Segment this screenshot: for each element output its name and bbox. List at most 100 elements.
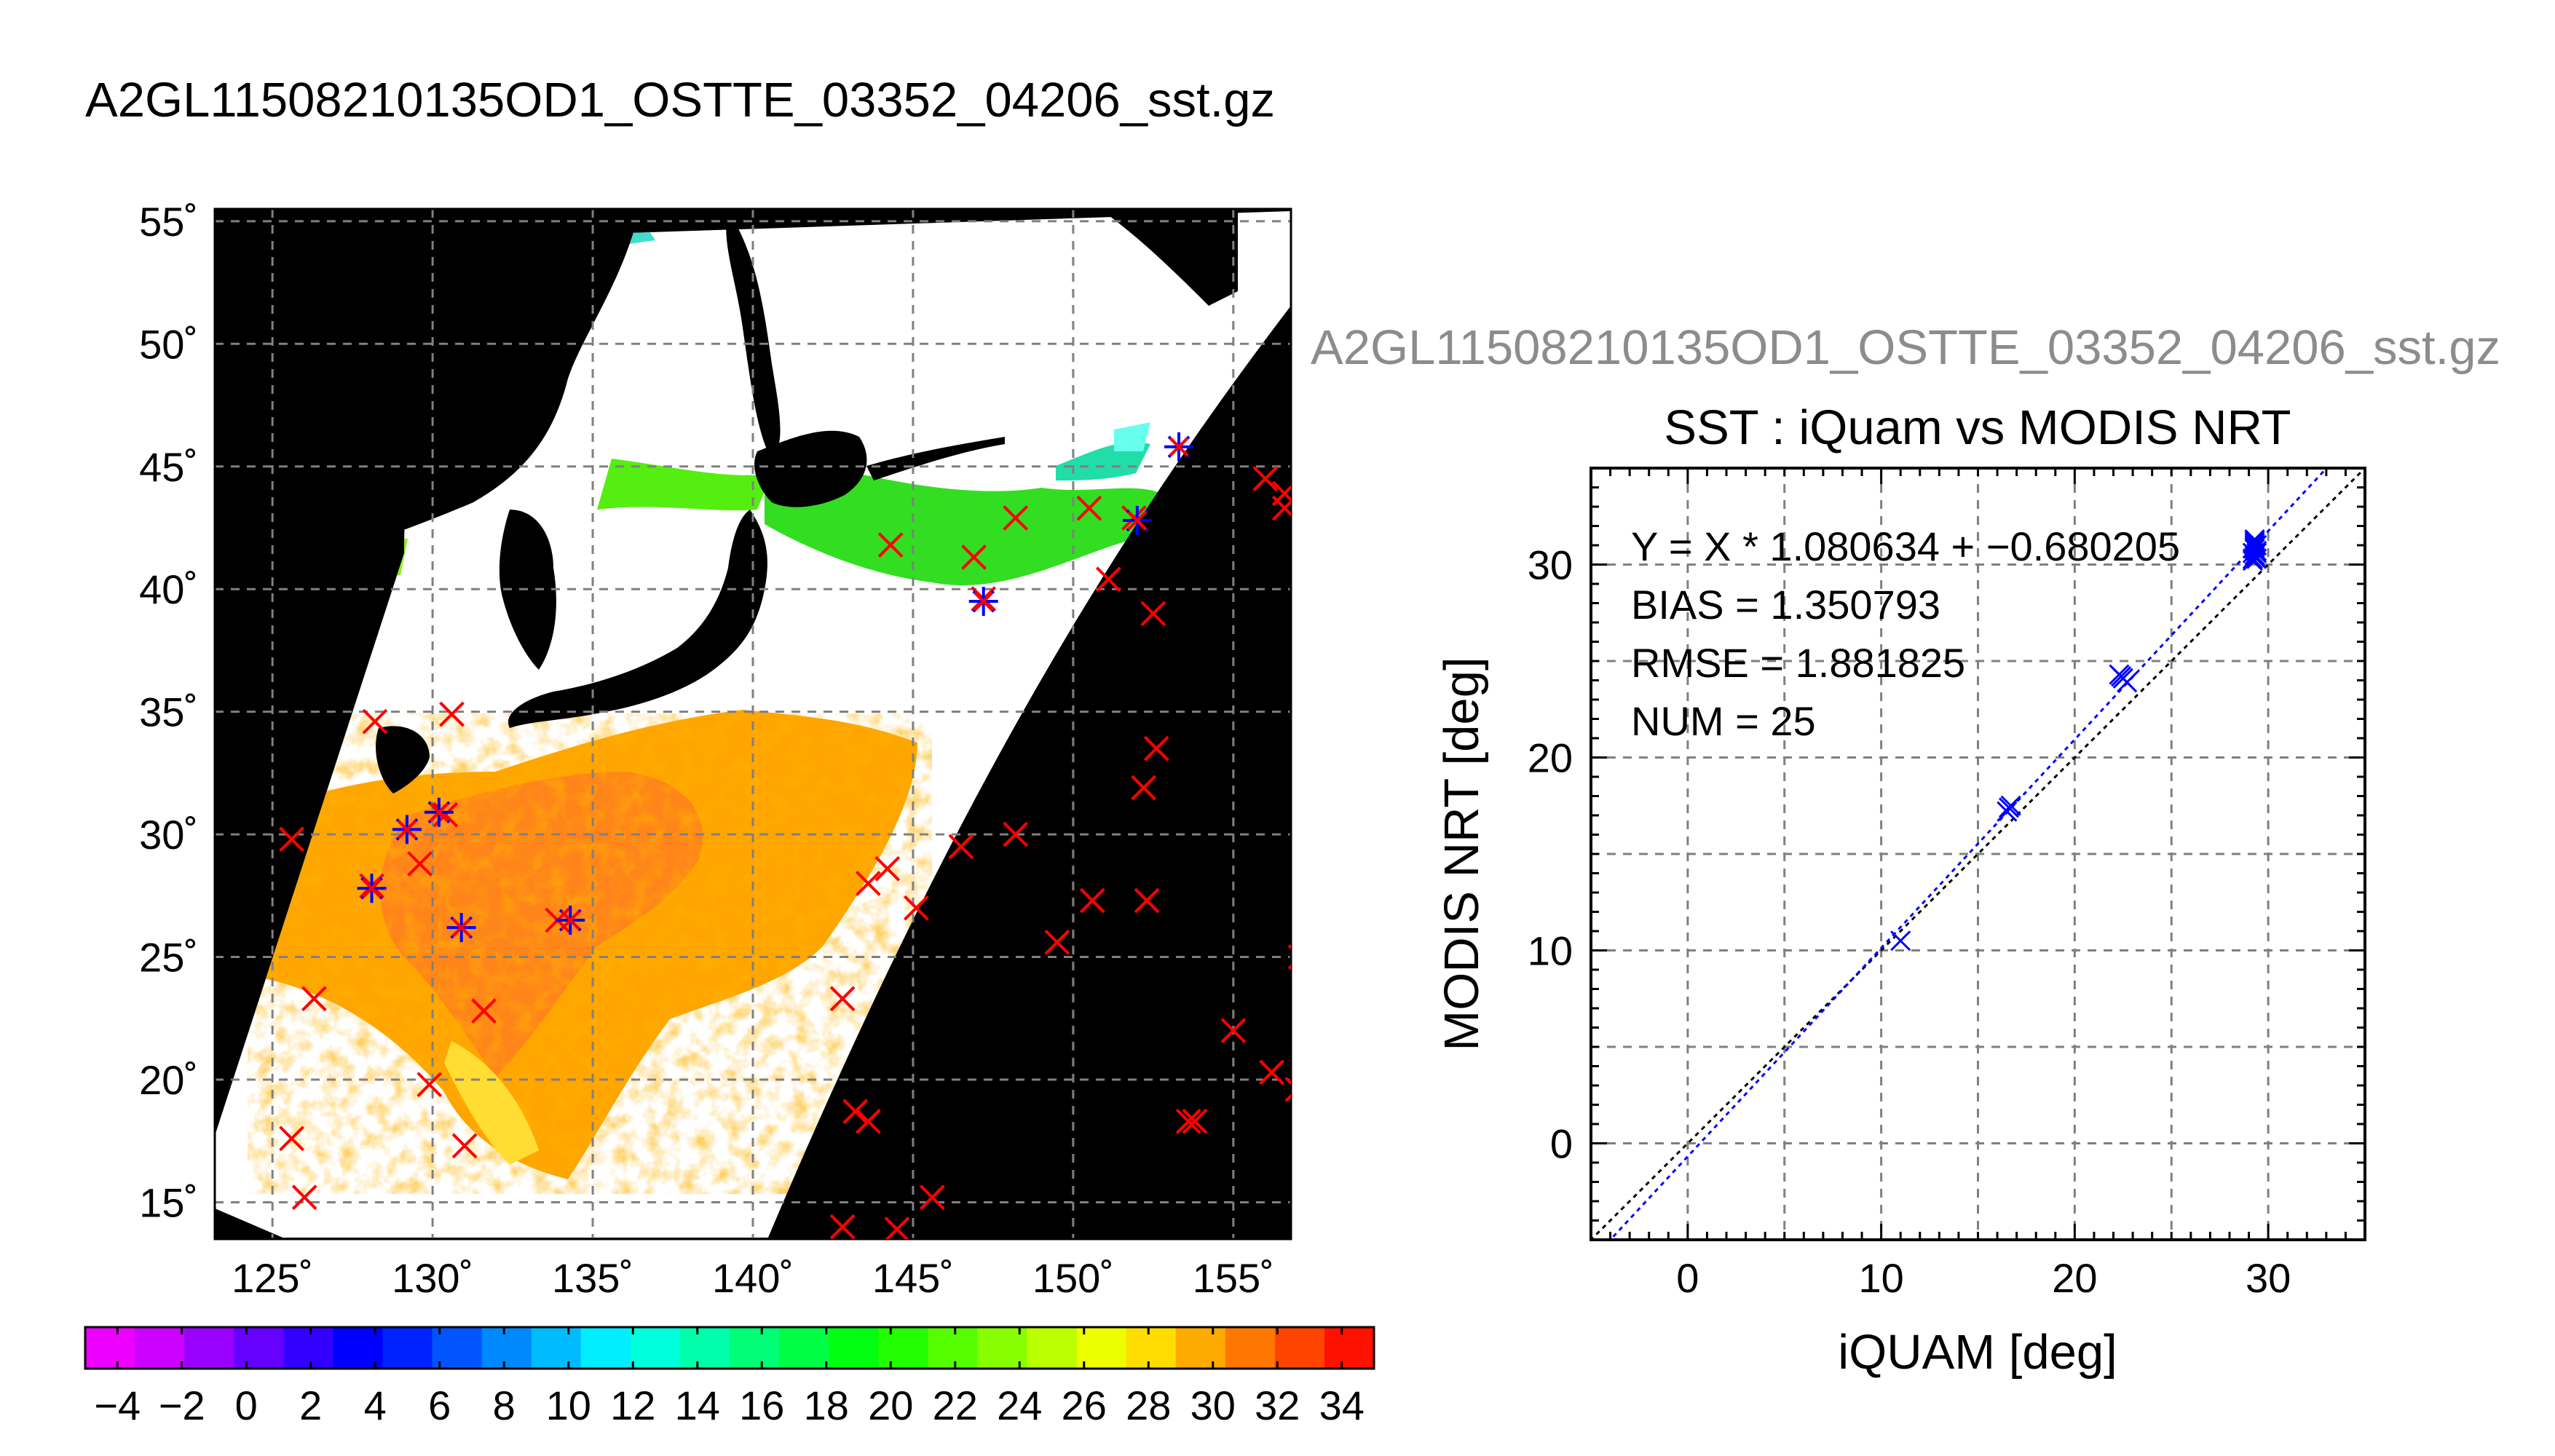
land-kyushu [376,726,430,794]
scatter-x-tick-label: 10 [1858,1255,1903,1301]
colorbar-tick-marks [116,1327,1343,1369]
bias-label: BIAS = 1.350793 [1631,582,1940,628]
colorbar-tick-label: 6 [428,1382,451,1428]
sst-region-green-west [597,459,772,511]
lon-tick-label: 145˚ [872,1255,954,1301]
lat-tick-label: 30˚ [139,812,198,858]
scatter-point [1890,930,1911,951]
red-x-marker [416,1072,443,1098]
colorbar-swatches [85,1327,1375,1369]
colorbar-swatch [1027,1327,1078,1369]
colorbar-tick-label: 32 [1255,1382,1300,1428]
red-x-marker [884,1216,910,1239]
red-x-marker [1287,944,1291,970]
colorbar-tick-label: 28 [1126,1382,1171,1428]
scatter-x-tick-label: 20 [2052,1255,2097,1301]
red-x-marker [829,986,856,1012]
sst-region-cyan-small [1114,422,1150,451]
red-x-marker [1284,1077,1291,1102]
scatter-gridlines [1591,468,2365,1240]
colorbar-swatch [85,1327,136,1369]
red-x-marker [855,1108,881,1134]
colorbar-tick-label: 10 [546,1382,591,1428]
red-x-marker [1220,1018,1247,1044]
red-x-marker [1252,466,1279,492]
lat-tick-label: 35˚ [139,689,198,735]
red-x-marker [451,917,472,938]
sst-region-green-north [765,451,1165,586]
red-x-marker [1134,887,1160,914]
red-x-marker [1169,437,1189,457]
colorbar-swatch [630,1327,681,1369]
x-axis-label: iQUAM [deg] [1838,1325,2117,1380]
scatter-points [1890,529,2267,951]
colorbar-tick-label: 24 [997,1382,1042,1428]
red-x-marker [1182,1108,1208,1134]
colorbar-swatch [531,1327,582,1369]
regression-equation: Y = X * 1.080634 + −0.680205 [1631,523,2180,569]
scatter-point [2242,542,2263,563]
sst-region-cyan-north [1056,442,1150,480]
red-x-marker [919,1184,945,1211]
scatter-y-tick-label: 10 [1528,928,1573,974]
colorbar-swatch [580,1327,631,1369]
map-gridlines [215,209,1291,1239]
red-x-marker [874,855,901,882]
scatter-tick-labels: 0 0 10 10 20 20 30 30 [1528,542,2291,1302]
map-frame [213,207,1292,1241]
red-x-marker [948,834,974,860]
colorbar-swatch [1175,1327,1226,1369]
scatter-title: SST : iQuam vs MODIS NRT [1664,400,2291,455]
red-x-marker [451,1133,478,1159]
figure-title: A2GL11508210135OD1_OSTTE_03352_04206_sst… [85,73,1275,127]
map-tick-labels: 125˚ 130˚ 135˚ 140˚ 145˚ 150˚ 155˚ 55˚ 50˚ 45˚ 40˚… [139,199,1274,1301]
lon-tick-label: 130˚ [392,1255,473,1301]
scatter-y-tick-label: 30 [1528,542,1573,588]
scatter-y-tick-label: 20 [1528,735,1573,781]
colorbar-swatch [1324,1327,1375,1369]
regression-fit-line [1608,468,2329,1240]
red-x-marker [362,708,388,735]
lat-tick-label: 25˚ [139,935,198,981]
scatter-point [1998,797,2020,818]
colorbar-tick-label: −4 [94,1382,141,1428]
red-x-marker [1140,601,1166,627]
colorbar-tick-label: 30 [1190,1382,1236,1428]
lat-tick-label: 20˚ [139,1057,198,1103]
colorbar-tick-label: 14 [675,1382,720,1428]
colorbar-tick-label: 2 [299,1382,322,1428]
red-x-marker [279,826,304,852]
red-x-marker [471,998,497,1024]
red-x-marker [291,1184,317,1211]
lon-tick-label: 135˚ [552,1255,633,1301]
red-x-marker [560,910,580,930]
num-label: NUM = 25 [1631,698,1816,744]
sst-speckle-texture [248,713,932,1194]
lat-tick-label: 15˚ [139,1179,198,1225]
colorbar-tick-label: 16 [739,1382,784,1428]
colorbar-swatch [878,1327,929,1369]
colorbar-swatch [481,1327,532,1369]
red-x-marker [407,851,433,877]
red-x-marker [1079,887,1105,914]
map-markers [279,432,1291,1239]
red-x-marker [903,895,929,921]
scatter-minor-ticks [1591,468,2365,1240]
scatter-x-tick-label: 0 [1676,1255,1699,1301]
lat-tick-label: 40˚ [139,566,198,612]
scatter-point [2111,666,2132,687]
land-kamchatka-coast [1099,209,1238,306]
red-x-marker [1044,929,1070,955]
colorbar-swatch [1274,1327,1325,1369]
colorbar-tick-label: 34 [1319,1382,1365,1428]
red-x-marker [301,986,327,1012]
land-honshu [508,510,767,728]
sst-region-yellow-edge [444,1041,539,1165]
red-x-marker [397,819,417,839]
red-x-marker [1003,505,1029,531]
colorbar-swatch [1126,1327,1177,1369]
scatter-figure-title: A2GL11508210135OD1_OSTTE_03352_04206_sst… [1311,320,2500,375]
red-x-marker [1143,735,1169,761]
red-x-marker [855,871,881,896]
